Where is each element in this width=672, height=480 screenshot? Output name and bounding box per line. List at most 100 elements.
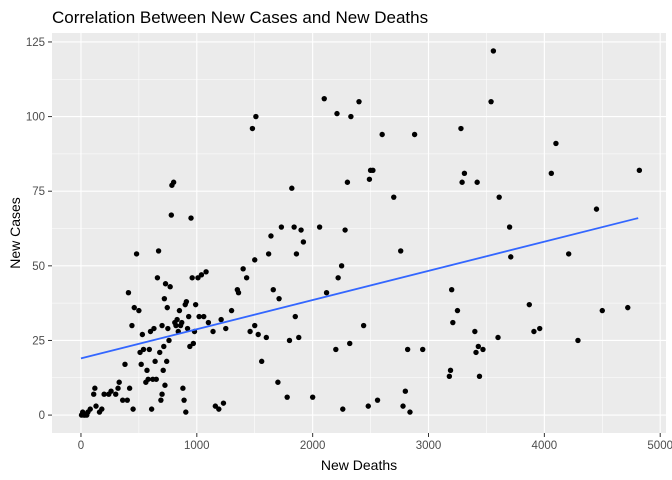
data-point <box>488 98 494 105</box>
x-tick-label: 3000 <box>416 440 442 452</box>
data-point <box>183 409 189 415</box>
data-point <box>108 388 114 394</box>
data-point <box>139 331 146 338</box>
data-point <box>159 391 165 397</box>
data-point <box>157 349 163 356</box>
y-tick-label: 100 <box>26 112 45 124</box>
data-point <box>333 346 339 353</box>
data-point <box>391 194 397 200</box>
data-point <box>334 110 340 117</box>
data-point <box>145 376 151 382</box>
data-point <box>133 251 140 257</box>
data-point <box>593 206 600 212</box>
y-axis-title: New Cases <box>7 197 23 269</box>
data-point <box>126 385 133 391</box>
data-point <box>476 373 483 379</box>
data-point <box>565 251 572 257</box>
x-tick-label: 0 <box>78 440 84 452</box>
data-point <box>447 367 454 374</box>
data-point <box>370 167 376 174</box>
data-point <box>190 340 197 347</box>
data-point <box>140 346 147 353</box>
data-point <box>228 307 235 314</box>
data-point <box>400 403 406 409</box>
data-point <box>189 275 195 281</box>
data-point <box>459 179 465 185</box>
data-point <box>124 397 131 403</box>
x-tick-label: 5000 <box>647 440 672 452</box>
data-point <box>130 406 136 412</box>
data-point <box>138 361 144 368</box>
data-point <box>323 290 330 296</box>
data-point <box>155 248 162 254</box>
data-point <box>136 307 142 314</box>
data-point <box>398 248 404 254</box>
data-point <box>293 251 300 257</box>
data-point <box>309 394 316 400</box>
data-point <box>164 304 170 311</box>
data-point <box>407 409 413 415</box>
data-point <box>474 179 480 185</box>
data-point <box>526 301 532 308</box>
data-point <box>87 406 93 412</box>
data-point <box>131 304 137 311</box>
trend-line <box>80 217 639 360</box>
data-point <box>235 290 242 296</box>
data-point <box>360 322 367 329</box>
data-point <box>201 313 207 320</box>
data-point <box>374 397 381 403</box>
data-point <box>184 325 191 332</box>
y-tick-label: 0 <box>39 410 45 422</box>
data-point <box>158 397 164 403</box>
data-point <box>152 358 158 365</box>
data-point <box>115 385 121 391</box>
data-point <box>548 170 555 176</box>
data-point <box>291 224 297 230</box>
data-point <box>167 284 173 290</box>
data-point <box>263 334 270 341</box>
data-point <box>174 316 180 323</box>
data-point <box>268 233 274 239</box>
data-point <box>475 343 482 350</box>
data-point <box>203 269 209 275</box>
data-point <box>531 328 537 335</box>
data-point <box>91 391 97 397</box>
data-point <box>188 215 194 221</box>
data-point <box>402 388 409 394</box>
x-axis-ticks: 0 1000 2000 3000 4000 5000 <box>78 433 672 452</box>
data-point <box>218 316 224 323</box>
x-tick-label: 2000 <box>300 440 326 452</box>
data-point <box>321 95 327 102</box>
data-point <box>284 394 290 400</box>
data-point <box>366 176 373 182</box>
data-point <box>276 295 282 302</box>
data-point <box>636 167 643 174</box>
data-point <box>252 257 258 263</box>
data-point <box>454 307 461 314</box>
data-point <box>192 301 199 308</box>
data-point <box>342 227 348 233</box>
x-tick-label: 4000 <box>532 440 558 452</box>
data-point <box>220 400 227 406</box>
data-point <box>446 373 453 379</box>
data-point <box>347 340 353 347</box>
data-point <box>180 385 186 391</box>
data-point <box>154 275 161 281</box>
data-point <box>420 346 426 353</box>
data-point <box>575 337 581 344</box>
data-point <box>168 212 175 218</box>
data-point <box>450 319 456 326</box>
data-point <box>119 397 126 403</box>
data-point <box>153 376 159 382</box>
data-point <box>270 287 276 293</box>
data-point <box>508 254 514 260</box>
data-point <box>196 313 202 320</box>
data-point <box>275 379 281 385</box>
data-point <box>461 170 468 176</box>
data-point <box>151 325 157 332</box>
data-point <box>161 295 168 302</box>
data-point <box>625 304 631 311</box>
data-point <box>411 131 418 138</box>
data-point <box>472 328 478 335</box>
data-point <box>223 325 229 332</box>
